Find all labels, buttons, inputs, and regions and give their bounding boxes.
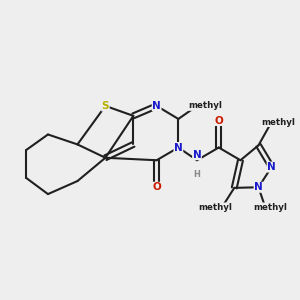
Text: N: N <box>152 101 161 111</box>
Text: O: O <box>152 182 161 192</box>
Text: S: S <box>102 101 109 111</box>
Text: O: O <box>214 116 223 125</box>
Text: N: N <box>254 182 263 192</box>
Text: methyl: methyl <box>199 203 233 212</box>
Text: methyl: methyl <box>261 118 295 127</box>
Text: N: N <box>174 142 183 152</box>
Text: N: N <box>193 150 201 160</box>
Text: H: H <box>194 170 200 179</box>
Text: N: N <box>267 162 276 172</box>
Text: methyl: methyl <box>188 101 222 110</box>
Text: methyl: methyl <box>253 203 287 212</box>
